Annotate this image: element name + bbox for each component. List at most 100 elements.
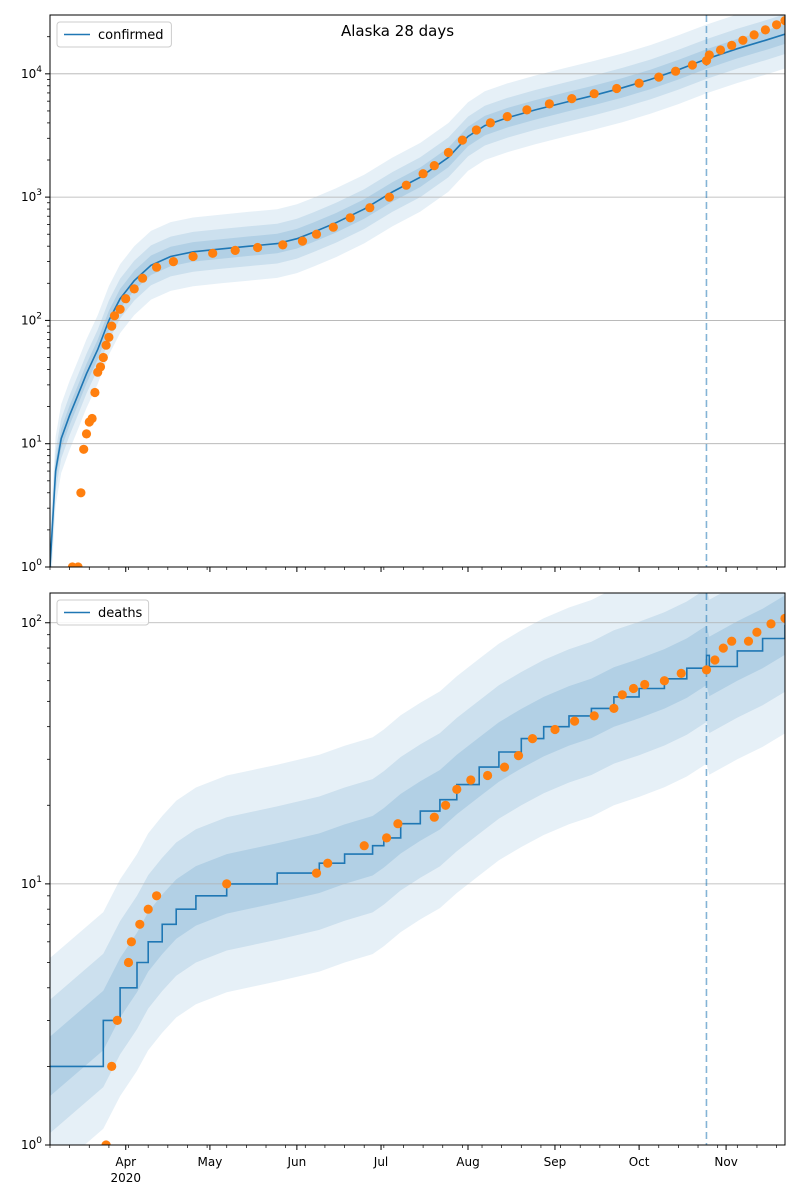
data-point <box>780 16 785 26</box>
data-point <box>230 245 240 255</box>
data-point <box>457 135 467 145</box>
y-tick-label: 102 <box>21 311 42 327</box>
data-point <box>589 711 599 721</box>
data-point <box>138 273 148 283</box>
legend-box <box>56 599 150 626</box>
legend-label: confirmed <box>98 28 164 43</box>
data-point <box>112 1015 122 1025</box>
data-point <box>738 35 748 45</box>
x-tick-label: Nov <box>714 1155 737 1169</box>
data-point <box>152 891 162 901</box>
data-point <box>752 627 762 637</box>
data-point <box>760 25 771 35</box>
uncertainty-band-1 <box>50 593 785 1145</box>
y-tick-label: 101 <box>21 435 42 451</box>
data-point <box>527 734 538 744</box>
data-point <box>550 724 560 735</box>
data-point <box>522 105 532 115</box>
y-tick-label: 104 <box>21 65 42 81</box>
data-point <box>418 169 428 179</box>
data-point <box>107 1061 117 1071</box>
data-point <box>715 45 726 55</box>
data-point <box>121 294 131 304</box>
data-point <box>188 251 198 262</box>
data-point <box>152 262 162 272</box>
plot-area <box>50 15 785 567</box>
data-point <box>609 703 619 714</box>
data-point <box>98 352 108 363</box>
data-point <box>704 50 714 60</box>
x-tick-label: Aug <box>456 1155 479 1169</box>
data-point <box>101 340 111 350</box>
data-point <box>143 904 153 914</box>
data-point <box>429 812 439 822</box>
uncertainty-band-2 <box>50 15 785 567</box>
data-point <box>311 229 322 239</box>
y-tick-label: 102 <box>21 614 42 630</box>
series-line-confirmed <box>50 33 785 567</box>
data-point <box>109 311 120 321</box>
data-point <box>123 957 134 968</box>
data-point <box>710 655 720 665</box>
data-point <box>384 192 394 202</box>
data-point <box>659 676 670 686</box>
data-point <box>513 751 524 761</box>
data-point <box>311 868 322 878</box>
data-point <box>253 242 263 253</box>
x-tick-label: May <box>197 1155 222 1169</box>
data-point <box>79 444 89 454</box>
data-point <box>328 222 338 232</box>
data-point <box>485 118 495 128</box>
data-point <box>640 679 650 690</box>
data-point <box>429 161 439 171</box>
data-point <box>323 858 333 868</box>
data-point <box>701 665 712 675</box>
x-tick-label: Oct <box>629 1155 650 1169</box>
data-point <box>208 248 218 258</box>
data-point <box>278 240 288 250</box>
data-point <box>73 562 83 567</box>
data-point <box>654 72 664 82</box>
data-point <box>570 716 580 726</box>
data-point <box>104 332 114 342</box>
data-point <box>612 83 622 94</box>
data-point <box>382 833 392 843</box>
data-point <box>441 800 451 810</box>
data-point <box>772 20 782 30</box>
data-point <box>443 147 453 158</box>
x-tick-label: Jul <box>373 1155 388 1169</box>
legend-box <box>56 21 172 48</box>
data-point <box>634 78 644 88</box>
data-point <box>617 690 627 700</box>
data-point <box>780 613 785 623</box>
data-point <box>727 40 737 51</box>
uncertainty-band-3 <box>50 595 785 1097</box>
uncertainty-band-1 <box>50 15 785 567</box>
data-point <box>135 919 145 929</box>
data-point <box>168 257 178 267</box>
data-point <box>628 683 639 694</box>
x-tick-sublabel: 2020 <box>110 1171 141 1185</box>
data-point <box>297 236 308 246</box>
legend: confirmed <box>56 21 172 48</box>
data-point <box>81 429 92 439</box>
data-point <box>766 619 776 629</box>
legend: deaths <box>56 599 150 626</box>
confirmed-panel: 100 101 102 103 104 Alaska 28 days confirmed <box>21 14 786 574</box>
data-point <box>222 879 232 889</box>
data-point <box>567 94 577 104</box>
x-tick-label: Apr <box>115 1155 136 1169</box>
data-point <box>76 488 86 498</box>
data-point <box>365 203 375 213</box>
legend-label: deaths <box>98 606 143 621</box>
data-point <box>687 60 698 70</box>
data-point <box>452 784 462 795</box>
data-point <box>589 89 599 99</box>
y-tick-label: 103 <box>21 188 42 204</box>
data-point <box>95 362 106 372</box>
data-point <box>90 387 100 398</box>
x-tick-label: Sep <box>544 1155 567 1169</box>
data-point <box>502 112 512 122</box>
deaths-panel: 100 101 102 Apr 2020 May Jun Jul Aug Sep Oct Nov dea… <box>21 592 786 1185</box>
